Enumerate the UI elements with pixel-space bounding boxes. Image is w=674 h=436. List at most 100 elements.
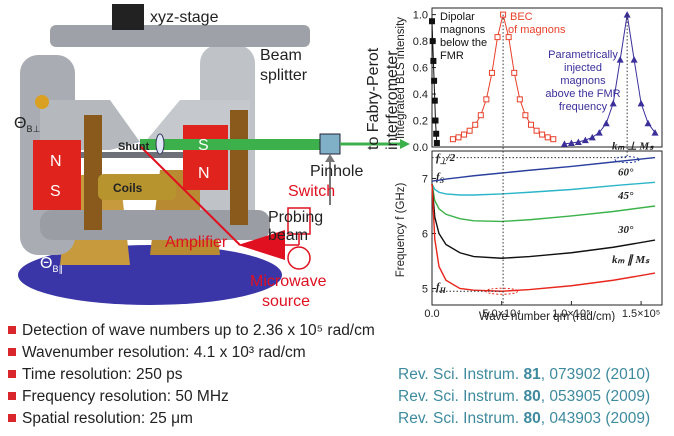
series-label: 30° <box>617 224 634 236</box>
subscript: B⊥ <box>26 124 40 134</box>
shunt-bar <box>75 152 205 158</box>
x-tick-label: 1.0×10⁵ <box>552 308 591 320</box>
marker <box>483 96 490 103</box>
marker <box>609 99 617 107</box>
arrow-head <box>400 139 410 149</box>
magnet <box>33 140 81 210</box>
marker <box>431 97 438 104</box>
subscript: B∥ <box>52 264 63 274</box>
series-label: 60° <box>618 166 634 178</box>
marker <box>431 77 438 84</box>
series-line <box>431 183 656 223</box>
symbol: Θ <box>14 115 26 132</box>
label: ΘB⊥ <box>14 115 40 134</box>
annotation: magnons <box>560 75 606 87</box>
marker <box>637 99 645 107</box>
label: splitter <box>260 67 308 84</box>
marker <box>533 127 540 134</box>
annotation: Dipolar <box>440 11 475 23</box>
marker <box>488 69 495 76</box>
bullet: Time resolution: 250 ps <box>8 366 183 384</box>
guide-ellipse <box>614 156 640 164</box>
x-axis-title: Wave number qm (rad/cm) <box>479 311 615 322</box>
y-axis-title: Frequency f (GHz) <box>395 183 407 278</box>
reference: Rev. Sci. Instrum. 81, 073902 (2010) <box>398 366 650 384</box>
marker <box>500 11 507 18</box>
marker <box>623 11 631 18</box>
marker <box>522 112 529 119</box>
volume: 80 <box>523 388 541 405</box>
marker <box>472 121 479 128</box>
label: Probing <box>268 209 323 226</box>
marker <box>630 56 638 63</box>
marker <box>429 38 436 45</box>
label: source <box>262 293 310 310</box>
marker <box>432 117 439 124</box>
label: Microwave <box>250 273 327 290</box>
journal: Rev. Sci. Instrum. <box>398 410 520 427</box>
annotation: magnons <box>440 24 486 36</box>
citation: , 073902 (2010) <box>540 366 651 383</box>
bullet: Detection of wave numbers up to 2.36 x 1… <box>8 322 375 340</box>
bullet: Spatial resolution: 25 μm <box>8 410 193 428</box>
marker <box>430 57 437 64</box>
label: Shunt <box>118 141 149 153</box>
laser-beam <box>140 139 320 150</box>
pole: N <box>198 165 210 182</box>
y-tick-label: 0.6 <box>413 63 428 75</box>
series-label: 45° <box>617 190 634 202</box>
annotation: Parametrically <box>548 49 618 61</box>
y-tick-label: 0.8 <box>413 36 428 48</box>
marker <box>602 119 610 127</box>
marker <box>466 127 473 134</box>
series-line <box>431 181 656 196</box>
y-tick-label: 7 <box>422 174 428 186</box>
marker <box>527 121 534 128</box>
label: interferometer <box>384 50 401 150</box>
label: to Fabry-Perot <box>365 47 382 150</box>
annotation: f⊥/2 <box>436 152 456 166</box>
y-axis-title: Integrated BLS intensity <box>395 17 407 139</box>
annotation: FMR <box>440 50 464 62</box>
y-tick-label: 6 <box>422 229 428 241</box>
coil <box>84 115 102 230</box>
subscript: H <box>439 286 447 295</box>
xyz-stage-box <box>112 4 144 30</box>
marker <box>477 112 484 119</box>
lens <box>155 133 165 155</box>
marker <box>539 131 546 138</box>
source-symbol <box>287 246 311 270</box>
reference: Rev. Sci. Instrum. 80, 053905 (2009) <box>398 388 650 406</box>
volume: 80 <box>523 410 541 427</box>
plot-frame <box>431 150 663 306</box>
x-tick-label: 1.5×10⁵ <box>622 308 661 320</box>
annotation: frequency <box>559 101 608 113</box>
marker <box>494 34 501 41</box>
series-line <box>431 183 656 259</box>
marker <box>511 69 518 76</box>
marker <box>644 119 652 127</box>
y-tick-label: 5 <box>422 284 428 296</box>
annotation: fS <box>436 171 445 185</box>
label: Pinhole <box>310 163 363 180</box>
marker <box>574 138 582 145</box>
plot-frame <box>431 7 663 148</box>
magnet <box>183 125 228 190</box>
pole: S <box>50 183 61 200</box>
frame <box>50 25 310 47</box>
annotation: above the FMR <box>545 88 620 100</box>
guide-ellipse <box>485 287 519 295</box>
marker <box>516 96 523 103</box>
label: Switch <box>288 183 335 200</box>
symbol: f <box>436 171 441 183</box>
marker <box>544 134 551 141</box>
subscript: S <box>440 176 445 185</box>
x-tick-label: 0.0 <box>424 308 439 320</box>
cable <box>139 145 241 246</box>
knob <box>35 95 49 109</box>
y-tick-label: 1.0 <box>413 10 428 22</box>
annotation: injected <box>564 62 602 74</box>
marker <box>567 139 575 147</box>
coil-body <box>98 174 176 200</box>
label: beam <box>268 227 308 244</box>
